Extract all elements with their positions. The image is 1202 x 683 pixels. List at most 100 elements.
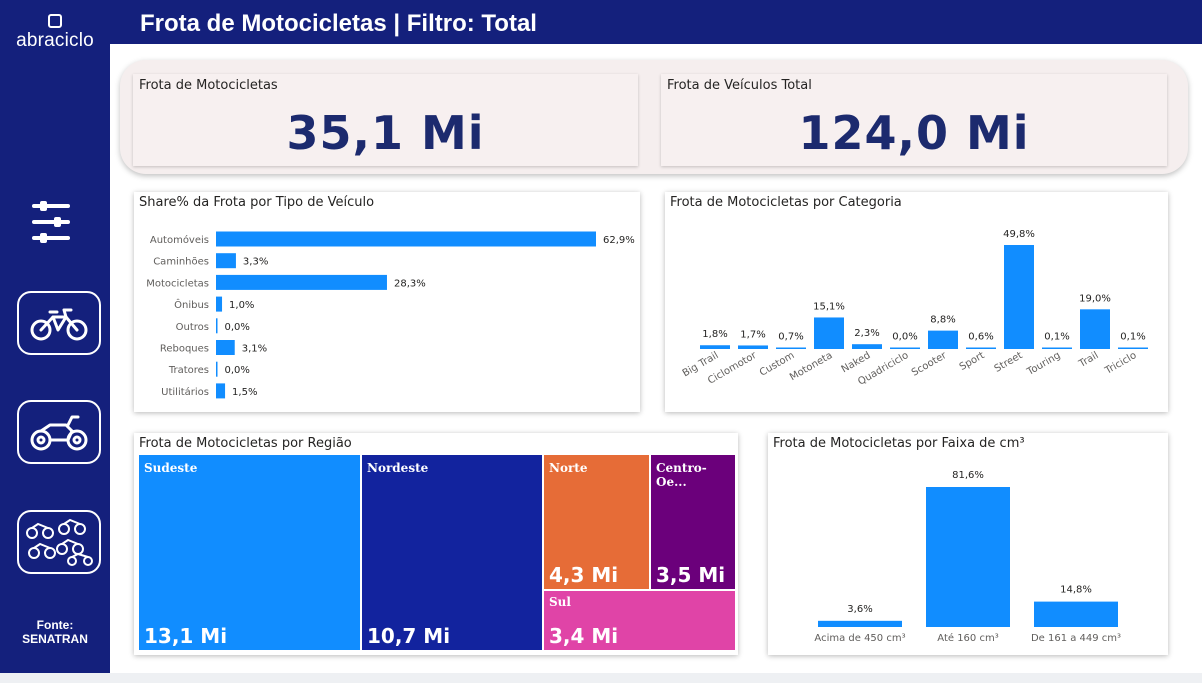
data-label: 0,0% — [225, 365, 250, 376]
cc-range-card: Frota de Motocicletas por Faixa de cm³ 3… — [768, 433, 1168, 655]
category-card: Frota de Motocicletas por Categoria 1,8%… — [665, 192, 1168, 412]
logo-mark-icon — [48, 14, 62, 28]
bar[interactable] — [216, 340, 235, 355]
data-label: 15,1% — [813, 301, 845, 312]
data-label: 1,5% — [232, 387, 257, 398]
data-label: 0,0% — [892, 332, 917, 343]
axis-tick-label: Reboques — [160, 344, 209, 355]
axis-tick-label: Motocicletas — [146, 278, 209, 289]
treemap-tile-norte[interactable]: Norte 4,3 Mi — [544, 455, 649, 589]
data-label: 1,0% — [229, 300, 254, 311]
bar[interactable] — [216, 383, 226, 399]
bar[interactable] — [818, 620, 902, 627]
bar[interactable] — [928, 330, 958, 349]
motorcycle-group-icon — [26, 518, 93, 566]
source-label: Fonte: — [36, 618, 74, 632]
treemap-value: 4,3 Mi — [549, 563, 619, 587]
data-label: 0,6% — [968, 332, 993, 343]
data-label: 3,1% — [242, 344, 267, 355]
data-label: 81,6% — [952, 470, 984, 481]
bar[interactable] — [926, 487, 1010, 627]
vehicle-share-chart: Automóveis 62,9% Caminhões 3,3% Motocicletas… — [146, 231, 635, 399]
data-label: 0,7% — [778, 332, 803, 343]
treemap-tile-nordeste[interactable]: Nordeste 10,7 Mi — [362, 455, 542, 650]
bar[interactable] — [776, 347, 806, 350]
bar[interactable] — [1034, 601, 1118, 627]
axis-tick-label: Triciclo — [1103, 350, 1139, 377]
treemap-value: 3,5 Mi — [656, 563, 726, 587]
bar[interactable] — [1118, 347, 1148, 350]
axis-tick-label: Ônibus — [174, 298, 209, 311]
data-label: 3,3% — [243, 257, 268, 268]
axis-tick-label: Tratores — [168, 365, 209, 376]
bar[interactable] — [852, 344, 882, 349]
treemap-value: 13,1 Mi — [144, 624, 228, 648]
motorcycle-group-button[interactable] — [17, 510, 101, 574]
treemap-label: Nordeste — [367, 461, 429, 475]
bar[interactable] — [1080, 309, 1110, 349]
axis-tick-label: Trail — [1076, 350, 1100, 370]
treemap-label: Centro-Oe... — [656, 461, 707, 489]
axis-tick-label: De 161 a 449 cm³ — [1031, 633, 1121, 644]
bar[interactable] — [738, 345, 768, 349]
treemap-tile-sudeste[interactable]: Sudeste 13,1 Mi — [139, 455, 360, 650]
bar[interactable] — [1004, 245, 1034, 349]
data-label: 0,0% — [225, 322, 250, 333]
treemap-label: Sul — [549, 595, 571, 609]
treemap-label: Sudeste — [144, 461, 198, 475]
region-card: Frota de Motocicletas por Região Sudeste… — [134, 433, 738, 655]
data-label: 1,8% — [702, 329, 727, 340]
data-label: 28,3% — [394, 278, 426, 289]
logo: abraciclo — [0, 14, 110, 52]
kpi-value: 124,0 Mi — [798, 106, 1030, 160]
data-label: 8,8% — [930, 315, 955, 326]
kpi-value: 35,1 Mi — [286, 106, 485, 160]
bar[interactable] — [1042, 347, 1072, 350]
logo-text: abraciclo — [16, 30, 94, 51]
treemap-tile-centro-oeste[interactable]: Centro-Oe... 3,5 Mi — [651, 455, 735, 589]
kpi-card-motorcycles: Frota de Motocicletas 35,1 Mi — [133, 74, 638, 166]
bicycle-button[interactable] — [17, 291, 101, 355]
chart-title: Share% da Frota por Tipo de Veículo — [139, 195, 375, 210]
axis-tick-label: Scooter — [910, 350, 949, 379]
bar[interactable] — [814, 317, 844, 349]
chart-title: Frota de Motocicletas por Região — [139, 436, 352, 451]
bar[interactable] — [700, 345, 730, 349]
axis-tick-label: Motoneta — [788, 350, 834, 383]
treemap-label: Norte — [549, 461, 588, 475]
kpi-label: Frota de Motocicletas — [139, 78, 278, 93]
bar[interactable] — [216, 318, 218, 334]
data-label: 3,6% — [847, 604, 872, 615]
vehicle-share-card: Share% da Frota por Tipo de Veículo Auto… — [134, 192, 640, 412]
bar[interactable] — [216, 253, 236, 269]
axis-tick-label: Utilitários — [161, 386, 209, 398]
cc-range-chart: 3,6% Acima de 450 cm³ 81,6% Até 160 cm³ 14,8… — [814, 470, 1121, 644]
kpi-label: Frota de Veículos Total — [667, 78, 812, 93]
axis-tick-label: Caminhões — [153, 257, 209, 268]
data-label: 1,7% — [740, 329, 765, 340]
axis-tick-label: Street — [993, 350, 1025, 375]
treemap-value: 10,7 Mi — [367, 624, 451, 648]
bar[interactable] — [216, 231, 596, 247]
motorcycle-button[interactable] — [17, 400, 101, 464]
axis-tick-label: Touring — [1025, 350, 1063, 378]
bar[interactable] — [216, 296, 223, 312]
chart-title: Frota de Motocicletas por Categoria — [670, 195, 902, 210]
source-note: Fonte: SENATRAN — [0, 618, 110, 646]
axis-tick-label: Outros — [176, 322, 209, 333]
kpi-card-total: Frota de Veículos Total 124,0 Mi — [661, 74, 1167, 166]
bar[interactable] — [890, 347, 920, 350]
bar[interactable] — [216, 361, 218, 377]
data-label: 14,8% — [1060, 585, 1092, 596]
bar[interactable] — [216, 274, 387, 290]
page-title: Frota de Motocicletas | Filtro: Total — [140, 10, 537, 37]
bar[interactable] — [966, 347, 996, 350]
header-bar — [110, 0, 1202, 44]
motorcycle-icon — [30, 415, 88, 451]
treemap-tile-sul[interactable]: Sul 3,4 Mi — [544, 591, 735, 650]
data-label: 49,8% — [1003, 229, 1035, 240]
treemap-value: 3,4 Mi — [549, 624, 619, 648]
filter-sliders-icon[interactable] — [30, 198, 72, 244]
data-label: 2,3% — [854, 328, 879, 339]
axis-tick-label: Até 160 cm³ — [937, 632, 998, 644]
